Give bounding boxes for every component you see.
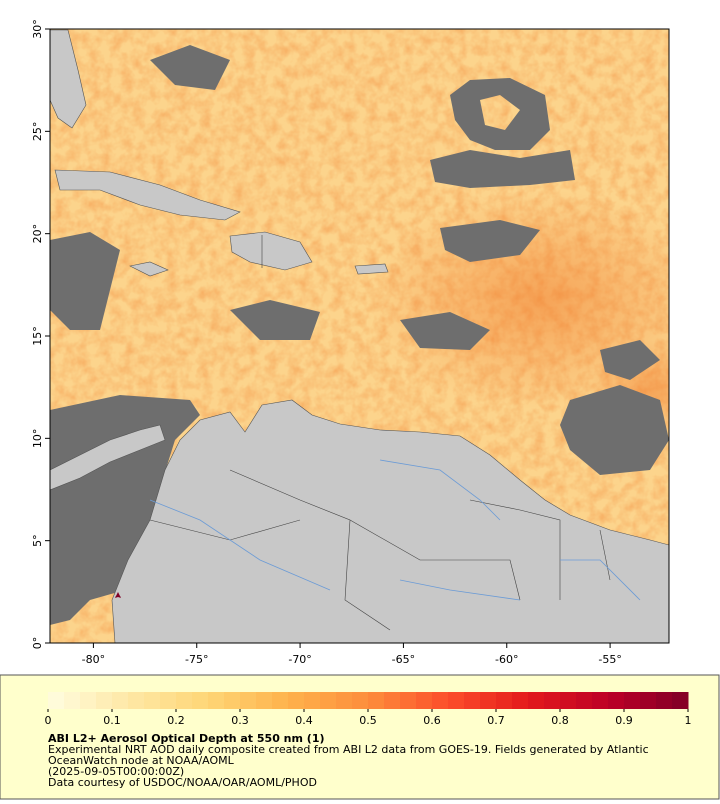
colorbar-cell <box>464 692 481 709</box>
legend-line: OceanWatch node at NOAA/AOML <box>48 754 235 767</box>
colorbar-cell <box>272 692 289 709</box>
y-tick-label: 25° <box>31 122 44 142</box>
colorbar-cell <box>64 692 81 709</box>
x-tick-label: -80° <box>82 653 105 666</box>
x-tick-label: -60° <box>495 653 518 666</box>
colorbar-cell <box>304 692 321 709</box>
colorbar-cell <box>416 692 433 709</box>
colorbar-cell <box>432 692 449 709</box>
colorbar-cell <box>112 692 129 709</box>
colorbar-cell <box>544 692 561 709</box>
colorbar-cell <box>176 692 193 709</box>
colorbar-cell <box>208 692 225 709</box>
colorbar-cell <box>672 692 689 709</box>
colorbar-cell <box>144 692 161 709</box>
colorbar-cell <box>480 692 497 709</box>
colorbar-cell <box>336 692 353 709</box>
map-image <box>50 29 669 643</box>
colorbar-cell <box>320 692 337 709</box>
colorbar-cell <box>368 692 385 709</box>
colorbar-cell <box>640 692 657 709</box>
y-tick-label: 30° <box>31 19 44 39</box>
colorbar-cell <box>576 692 593 709</box>
colorbar-cell <box>352 692 369 709</box>
colorbar-cell <box>288 692 305 709</box>
colorbar-tick-label: 0 <box>45 714 52 727</box>
colorbar-tick-label: 0.6 <box>423 714 441 727</box>
colorbar-cell <box>496 692 513 709</box>
y-tick-label: 15° <box>31 326 44 346</box>
colorbar-cell <box>48 692 65 709</box>
y-tick-label: 5° <box>31 534 44 547</box>
colorbar-cell <box>192 692 209 709</box>
colorbar-tick-label: 0.1 <box>103 714 121 727</box>
y-tick-label: 20° <box>31 224 44 244</box>
legend-line: Data courtesy of USDOC/NOAA/OAR/AOML/PHO… <box>48 776 317 789</box>
y-tick-label: 0° <box>31 637 44 650</box>
y-tick-label: 10° <box>31 429 44 449</box>
colorbar-tick-label: 0.2 <box>167 714 185 727</box>
legend-line: Experimental NRT AOD daily composite cre… <box>48 743 649 756</box>
colorbar-cell <box>80 692 97 709</box>
colorbar-cell <box>400 692 417 709</box>
colorbar-cell <box>608 692 625 709</box>
colorbar-cell <box>96 692 113 709</box>
colorbar-cell <box>128 692 145 709</box>
colorbar-cell <box>240 692 257 709</box>
x-tick-label: -65° <box>392 653 415 666</box>
colorbar-cell <box>384 692 401 709</box>
x-tick-label: -75° <box>185 653 208 666</box>
colorbar-tick-label: 0.7 <box>487 714 505 727</box>
colorbar-cell <box>448 692 465 709</box>
colorbar-cell <box>224 692 241 709</box>
colorbar-tick-label: 0.3 <box>231 714 249 727</box>
colorbar-cell <box>656 692 673 709</box>
legend-title: ABI L2+ Aerosol Optical Depth at 550 nm … <box>48 732 325 745</box>
x-tick-label: -55° <box>598 653 621 666</box>
colorbar-cell <box>512 692 529 709</box>
colorbar-cell <box>528 692 545 709</box>
colorbar-tick-label: 1 <box>685 714 692 727</box>
legend-line: (2025-09-05T00:00:00Z) <box>48 765 184 778</box>
colorbar-tick-label: 0.4 <box>295 714 313 727</box>
colorbar-cell <box>160 692 177 709</box>
colorbar-cell <box>560 692 577 709</box>
colorbar-tick-label: 0.8 <box>551 714 569 727</box>
colorbar-cell <box>624 692 641 709</box>
x-tick-label: -70° <box>288 653 311 666</box>
colorbar-tick-label: 0.9 <box>615 714 633 727</box>
colorbar-cell <box>256 692 273 709</box>
colorbar-tick-label: 0.5 <box>359 714 377 727</box>
colorbar-cell <box>592 692 609 709</box>
